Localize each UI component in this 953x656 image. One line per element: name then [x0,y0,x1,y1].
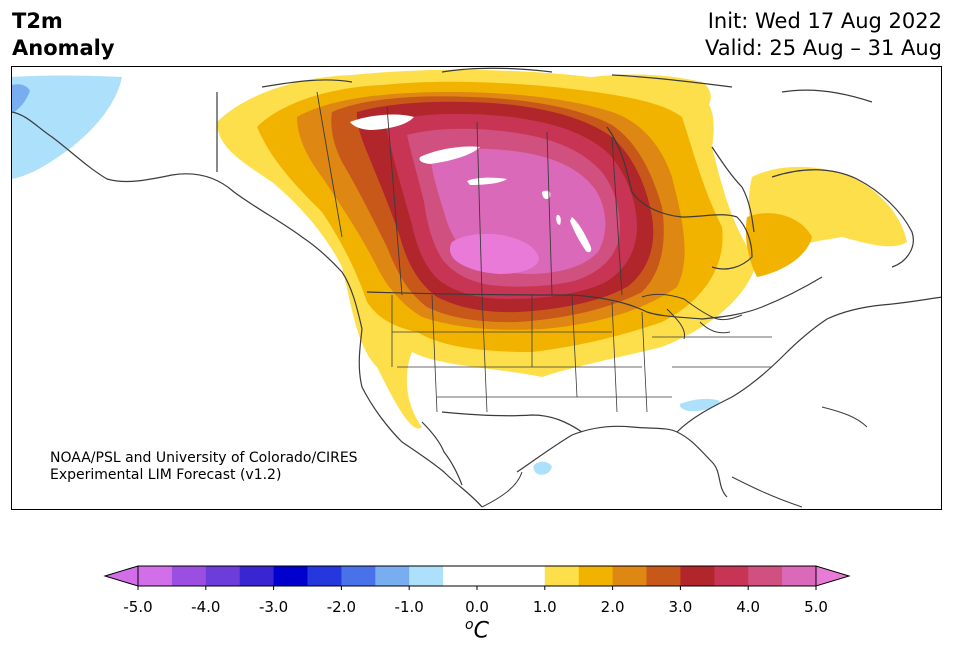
credit-line-2: Experimental LIM Forecast (v1.2) [50,467,282,483]
unit-superscript: o [465,617,474,633]
colorbar-tick-label: 1.0 [532,598,557,616]
colorbar-cell [612,566,647,586]
colorbar-tick-label: 2.0 [600,598,625,616]
coastline-gulf [516,425,728,498]
great-lakes-canada [350,114,592,253]
anomaly-map: NOAA/PSL and University of Colorado/CIRE… [11,66,942,510]
colorbar-cell [544,566,580,586]
anomaly-level-4-5 [449,233,539,274]
map-title: T2m Anomaly [12,8,115,62]
state-borders [391,294,772,413]
colorbar-under-arrow [103,565,139,587]
colorbar-cell [510,566,546,586]
coastline-west [358,328,483,508]
colorbar-tick-label: 3.0 [668,598,693,616]
colorbar-cell [307,566,342,586]
coastline-hudson-bay [606,126,753,270]
great-lakes-outline [641,293,743,340]
border-us-canada [366,276,823,320]
lake-manitoba [556,214,561,225]
colorbar-cell [375,566,410,586]
colorbar-tick-label: -3.0 [258,598,289,616]
colorbar-over-arrow [815,565,851,587]
colorbar-cell [782,566,817,586]
great-bear-lake [350,114,414,130]
credit-line-1: NOAA/PSL and University of Colorado/CIRE… [50,450,358,466]
colorbar-tick-label: -2.0 [326,598,357,616]
cold-anomaly-southeast [679,398,720,412]
coastline-hudson-east [711,146,755,233]
cold-anomaly-alaska-strong [12,84,30,113]
colorbar-ticks [137,586,817,590]
colorbar-cell [714,566,749,586]
colorbar-tick-label: 0.0 [465,598,489,616]
cold-anomaly-alaska [12,75,122,179]
title-line-1: T2m [12,9,63,33]
colorbar-cell [273,566,308,586]
map-canvas [12,67,941,508]
credit-text: NOAA/PSL and University of Colorado/CIRE… [50,450,358,484]
colorbar-tick-label: -4.0 [191,598,221,616]
coastline-east [676,296,941,433]
forecast-dates: Init: Wed 17 Aug 2022 Valid: 25 Aug – 31… [705,8,942,62]
coastline-labrador [771,169,914,268]
border-us-mexico [441,411,583,433]
province-borders [316,91,623,296]
cold-anomaly-mexico [533,461,552,475]
valid-dates: Valid: 25 Aug – 31 Aug [704,36,942,60]
colorbar-unit-label: oC [447,617,507,643]
anomaly-level-1-0-east [745,213,812,277]
title-line-2: Anomaly [12,36,115,60]
lake-winnipegosis [542,190,551,200]
colorbar-tick-label: -5.0 [123,598,153,616]
colorbar-cell [680,566,715,586]
lake-winnipeg [570,217,592,253]
colorbar-cell [171,566,207,586]
colorbar-cell [578,566,614,586]
colorbar-cell [239,566,275,586]
colorbar-cell [443,566,512,586]
colorbar-cell [205,566,241,586]
colorbar-tick-label: -1.0 [394,598,424,616]
colorbar-cell [138,566,173,586]
colorbar-tick-label: 4.0 [736,598,761,616]
colorbar-cell [341,566,376,586]
colorbar-cell [409,566,444,586]
colorbar-tick-label: 5.0 [804,598,828,616]
init-date: Init: Wed 17 Aug 2022 [707,9,942,33]
coastline-alaska [12,111,363,330]
anomaly-level-0-5-north [592,74,711,117]
colorbar-cell [646,566,681,586]
great-slave-lake [419,146,480,164]
coastline-arctic-islands [261,67,873,103]
colorbar-cells [138,566,817,586]
unit-base: C [473,618,489,644]
coastline-baja [421,421,463,486]
geographic-boundaries [12,67,941,508]
colorbar-frame [137,565,817,587]
mexico-outline [481,406,868,508]
warm-anomaly-fill [217,69,907,429]
lake-athabasca [467,177,507,185]
colorbar-cell [748,566,783,586]
